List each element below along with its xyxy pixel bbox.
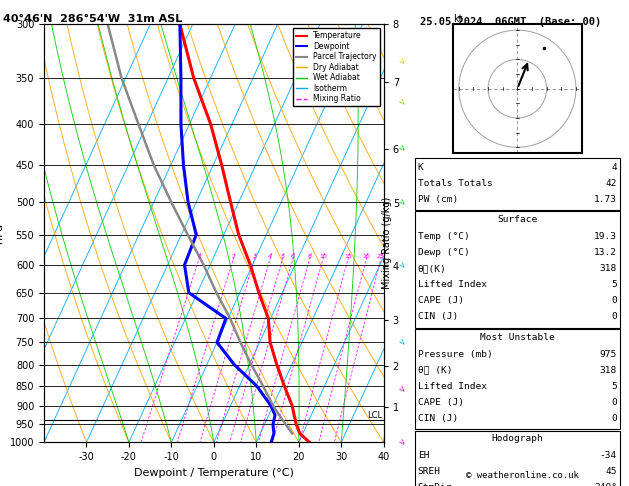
Text: 0: 0 — [611, 414, 617, 423]
Text: >: > — [396, 436, 407, 448]
Text: © weatheronline.co.uk: © weatheronline.co.uk — [465, 471, 579, 480]
Text: 5: 5 — [611, 280, 617, 289]
Text: 13.2: 13.2 — [594, 248, 617, 257]
Text: 318: 318 — [600, 366, 617, 375]
Text: 340°: 340° — [594, 484, 617, 486]
Text: CIN (J): CIN (J) — [418, 414, 458, 423]
Text: >: > — [396, 259, 407, 271]
Text: >: > — [396, 96, 407, 107]
Text: Dewp (°C): Dewp (°C) — [418, 248, 469, 257]
Text: 318: 318 — [600, 264, 617, 273]
Text: 1.73: 1.73 — [594, 195, 617, 204]
Text: K: K — [418, 163, 423, 172]
Text: Hodograph: Hodograph — [491, 434, 543, 443]
Text: Surface: Surface — [498, 215, 537, 224]
Text: 25: 25 — [377, 254, 385, 259]
Text: LCL: LCL — [367, 411, 382, 420]
Text: >: > — [396, 196, 407, 208]
Text: SREH: SREH — [418, 468, 441, 476]
Text: Most Unstable: Most Unstable — [480, 333, 555, 342]
Text: 3: 3 — [252, 254, 257, 259]
Text: 5: 5 — [611, 382, 617, 391]
Text: -34: -34 — [600, 451, 617, 460]
Legend: Temperature, Dewpoint, Parcel Trajectory, Dry Adiabat, Wet Adiabat, Isotherm, Mi: Temperature, Dewpoint, Parcel Trajectory… — [292, 28, 380, 106]
Text: 20: 20 — [362, 254, 370, 259]
Text: >: > — [396, 383, 407, 395]
Text: 0: 0 — [611, 312, 617, 321]
Text: 40°46'N  286°54'W  31m ASL: 40°46'N 286°54'W 31m ASL — [3, 14, 182, 23]
Text: 4: 4 — [611, 163, 617, 172]
Text: 42: 42 — [606, 179, 617, 188]
Text: Temp (°C): Temp (°C) — [418, 232, 469, 241]
Text: 0: 0 — [611, 296, 617, 305]
Text: Lifted Index: Lifted Index — [418, 382, 487, 391]
Text: 4: 4 — [268, 254, 272, 259]
Text: 2: 2 — [231, 254, 235, 259]
Text: 0: 0 — [611, 398, 617, 407]
Text: Pressure (mb): Pressure (mb) — [418, 350, 493, 359]
Text: >: > — [396, 142, 407, 154]
X-axis label: Dewpoint / Temperature (°C): Dewpoint / Temperature (°C) — [134, 468, 294, 478]
Y-axis label: hPa: hPa — [0, 223, 4, 243]
Text: 15: 15 — [344, 254, 352, 259]
Text: 6: 6 — [291, 254, 295, 259]
Text: 19.3: 19.3 — [594, 232, 617, 241]
Text: CAPE (J): CAPE (J) — [418, 296, 464, 305]
Text: 25.05.2024  06GMT  (Base: 00): 25.05.2024 06GMT (Base: 00) — [420, 17, 601, 27]
Text: θᴄ(K): θᴄ(K) — [418, 264, 447, 273]
Y-axis label: km
ASL: km ASL — [418, 233, 436, 255]
Text: PW (cm): PW (cm) — [418, 195, 458, 204]
Text: θᴄ (K): θᴄ (K) — [418, 366, 452, 375]
Text: kt: kt — [453, 14, 462, 24]
Text: 45: 45 — [606, 468, 617, 476]
Text: >: > — [396, 337, 407, 348]
Text: >: > — [396, 55, 407, 67]
Text: 1: 1 — [197, 254, 201, 259]
Text: CIN (J): CIN (J) — [418, 312, 458, 321]
Text: CAPE (J): CAPE (J) — [418, 398, 464, 407]
Text: EH: EH — [418, 451, 429, 460]
Text: Totals Totals: Totals Totals — [418, 179, 493, 188]
Text: 5: 5 — [281, 254, 284, 259]
Text: 975: 975 — [600, 350, 617, 359]
Text: Lifted Index: Lifted Index — [418, 280, 487, 289]
Text: Mixing Ratio (g/kg): Mixing Ratio (g/kg) — [382, 197, 392, 289]
Text: 10: 10 — [319, 254, 327, 259]
Text: StmDir: StmDir — [418, 484, 452, 486]
Text: 8: 8 — [308, 254, 311, 259]
